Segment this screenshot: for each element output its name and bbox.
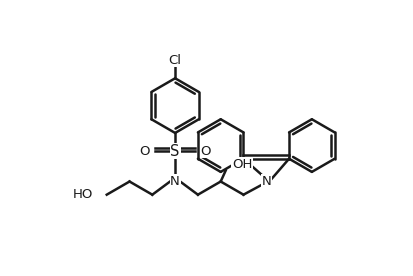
Text: S: S <box>170 144 179 159</box>
Text: HO: HO <box>73 188 93 201</box>
Text: O: O <box>200 145 210 158</box>
Text: O: O <box>139 145 150 158</box>
Text: OH: OH <box>231 158 252 171</box>
Text: N: N <box>170 175 180 188</box>
Text: N: N <box>261 175 271 188</box>
Text: N: N <box>170 175 180 188</box>
Text: S: S <box>170 144 179 159</box>
Text: Cl: Cl <box>168 54 181 67</box>
Text: HO: HO <box>73 188 93 201</box>
Text: O: O <box>200 145 210 158</box>
Text: OH: OH <box>231 158 252 171</box>
Text: O: O <box>139 145 150 158</box>
Text: Cl: Cl <box>168 54 181 67</box>
Text: N: N <box>261 175 271 188</box>
